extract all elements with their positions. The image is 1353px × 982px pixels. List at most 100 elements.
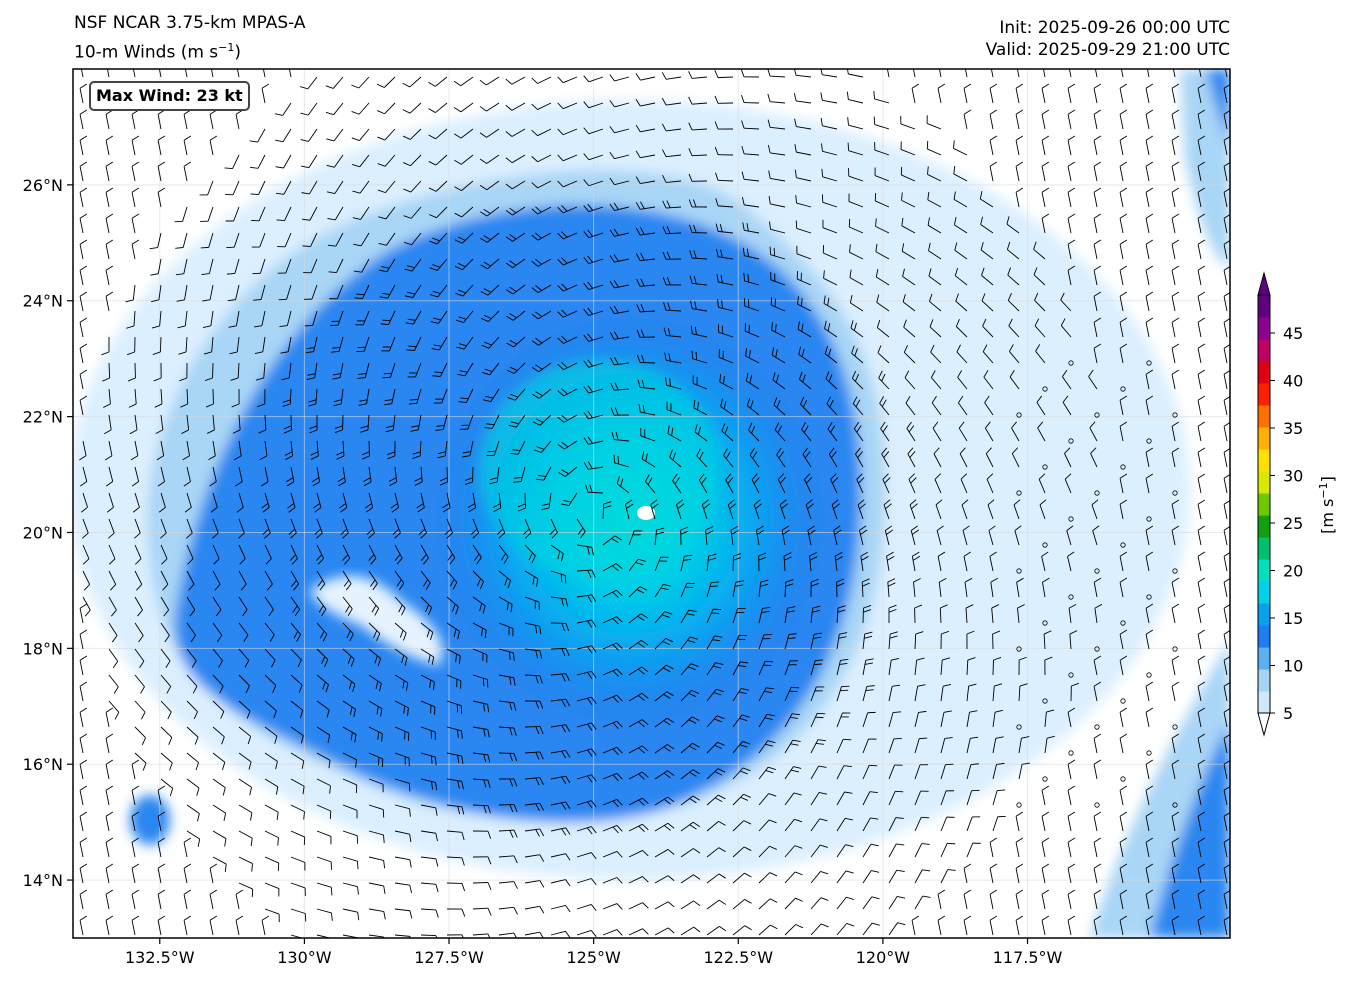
wind-barb xyxy=(131,759,140,780)
model-title: NSF NCAR 3.75-km MPAS-A xyxy=(74,13,306,33)
wind-barb xyxy=(862,738,877,754)
wind-barb xyxy=(688,71,708,79)
wind-barb xyxy=(706,768,726,780)
wind-barb xyxy=(628,928,649,936)
wind-barb xyxy=(205,388,214,408)
wind-barb xyxy=(1042,577,1050,598)
wind-barb xyxy=(900,166,916,182)
wind-barb xyxy=(914,843,930,858)
wind-barb xyxy=(342,778,358,793)
wind-barb xyxy=(186,648,197,668)
wind-barb xyxy=(108,674,119,694)
wind-barb xyxy=(741,171,760,182)
lat-tick-label: 22°N xyxy=(23,408,63,427)
wind-barb xyxy=(706,925,727,936)
lon-tick-label: 132.5°W xyxy=(125,948,195,967)
wind-barb xyxy=(706,821,726,832)
wind-barb xyxy=(960,473,968,494)
wind-barb xyxy=(902,294,916,312)
wind-barb xyxy=(505,102,526,111)
wind-barb xyxy=(1197,577,1206,598)
wind-barb xyxy=(848,193,864,208)
wind-barb xyxy=(160,778,174,797)
wind-barb xyxy=(557,440,578,450)
wind-barb xyxy=(981,293,994,312)
wind-barb xyxy=(654,691,674,702)
wind-barb xyxy=(1197,785,1206,806)
wind-barb xyxy=(717,324,734,338)
wind-barb xyxy=(498,674,516,686)
wind-barb xyxy=(576,774,597,783)
wind-barb xyxy=(862,764,878,780)
wind-barb xyxy=(609,202,630,211)
wind-barb xyxy=(676,499,685,520)
wind-barb xyxy=(151,310,162,329)
wind-barb xyxy=(209,889,218,910)
wind-barb xyxy=(583,461,604,470)
wind-barb xyxy=(810,659,824,676)
wind-barb xyxy=(980,242,994,260)
wind-barb xyxy=(800,396,812,416)
wind-barb xyxy=(1171,265,1180,286)
wind-barb xyxy=(1145,447,1154,468)
wind-barb xyxy=(524,700,544,709)
graticule xyxy=(73,69,1230,938)
wind-barb xyxy=(758,660,774,676)
wind-barb xyxy=(264,648,276,668)
wind-barb xyxy=(1145,863,1154,884)
wind-barb xyxy=(420,882,439,893)
wind-barb xyxy=(654,822,675,832)
wind-barb xyxy=(958,421,968,442)
wind-barb xyxy=(914,604,923,624)
wind-barb xyxy=(484,414,500,429)
wind-barb xyxy=(635,124,656,133)
wind-barb xyxy=(830,473,839,494)
wind-barb xyxy=(1171,889,1180,910)
wind-barb xyxy=(696,448,708,468)
wind-barb xyxy=(1067,109,1076,130)
wind-barb xyxy=(688,148,708,157)
wind-barb xyxy=(210,492,218,513)
wind-barb xyxy=(377,180,396,194)
wind-barb xyxy=(836,658,849,676)
calm-circle xyxy=(1094,724,1100,730)
wind-barb xyxy=(428,206,448,219)
wind-barb xyxy=(1039,499,1047,520)
wind-barb xyxy=(355,310,370,326)
wind-barb xyxy=(732,634,748,650)
wind-barb xyxy=(316,856,332,870)
wind-barb xyxy=(820,69,838,78)
wind-barb xyxy=(1197,213,1206,234)
wind-barb xyxy=(131,213,140,234)
wind-barb xyxy=(901,192,916,208)
wind-barb xyxy=(990,577,998,598)
wind-barb xyxy=(1018,656,1027,676)
wind-barb xyxy=(767,93,786,104)
wind-barb xyxy=(403,232,422,246)
wind-barb xyxy=(79,369,88,390)
wind-barb xyxy=(261,83,270,104)
wind-barb xyxy=(420,804,438,816)
wind-barb xyxy=(609,331,630,340)
wind-barb xyxy=(1041,837,1050,858)
wind-barb xyxy=(472,830,492,839)
wind-barb xyxy=(462,440,474,458)
wind-barb xyxy=(557,362,578,371)
wind-barb xyxy=(836,923,855,936)
wind-barb xyxy=(698,473,708,494)
wind-barb xyxy=(823,295,838,312)
wind-barb xyxy=(635,227,656,236)
wind-barb xyxy=(420,934,438,938)
wind-barb xyxy=(756,525,765,546)
wind-barb xyxy=(1145,317,1154,338)
wind-barb xyxy=(108,622,118,643)
wind-barb xyxy=(903,344,916,364)
wind-barb xyxy=(1197,239,1206,260)
wind-barb xyxy=(480,284,500,296)
wind-barb xyxy=(402,128,422,140)
wind-barb xyxy=(481,336,500,349)
wind-barb xyxy=(151,284,162,303)
wind-barb xyxy=(914,790,929,806)
wind-barb xyxy=(706,662,724,676)
wind-barb xyxy=(557,76,578,84)
